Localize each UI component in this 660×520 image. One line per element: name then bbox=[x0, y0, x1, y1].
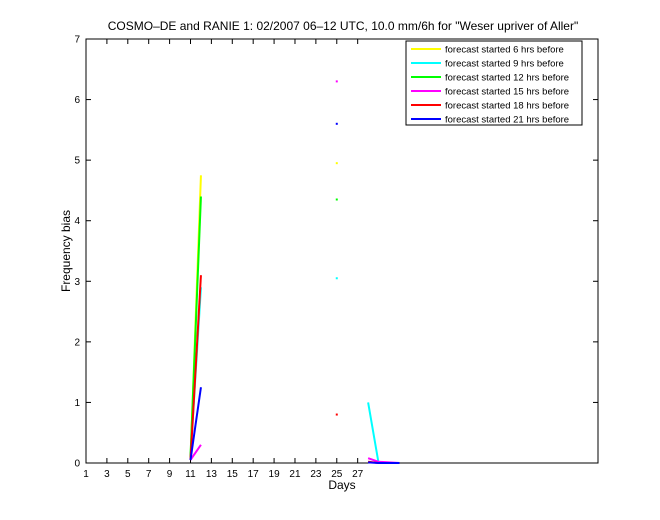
series-6 bbox=[189, 122, 400, 464]
y-axis-label: Frequency bias bbox=[59, 210, 73, 292]
y-tick-label: 2 bbox=[74, 337, 80, 348]
x-tick-label: 1 bbox=[83, 469, 89, 480]
x-tick-label: 11 bbox=[185, 469, 196, 480]
x-tick-label: 25 bbox=[331, 469, 343, 480]
legend-entry: forecast started 6 hrs before bbox=[445, 45, 564, 56]
legend-entry: forecast started 15 hrs before bbox=[445, 87, 569, 98]
y-tick-label: 6 bbox=[74, 95, 80, 106]
legend-box bbox=[405, 40, 583, 126]
x-axis: 1 3 5 7 9 11 13 15 17 19 21 23 25 27 bbox=[83, 39, 364, 480]
x-tick-label: 23 bbox=[310, 469, 322, 480]
y-tick-label: 0 bbox=[74, 459, 80, 470]
legend-entry: forecast started 21 hrs before bbox=[445, 115, 569, 126]
y-tick-label: 4 bbox=[74, 216, 80, 227]
x-tick-label: 9 bbox=[167, 469, 173, 480]
x-tick-label: 21 bbox=[289, 469, 301, 480]
x-tick-label: 7 bbox=[146, 469, 152, 480]
y-tick-label: 1 bbox=[74, 398, 80, 409]
x-tick-label: 15 bbox=[227, 469, 239, 480]
y-tick-label: 3 bbox=[74, 277, 80, 288]
x-tick-label: 17 bbox=[248, 469, 260, 480]
legend: forecast started 6 hrs before forecast st… bbox=[405, 40, 583, 126]
x-tick-label: 27 bbox=[352, 469, 364, 480]
x-tick-label: 19 bbox=[269, 469, 281, 480]
x-tick-label: 5 bbox=[125, 469, 131, 480]
x-tick-label: 13 bbox=[206, 469, 218, 480]
y-tick-label: 5 bbox=[74, 156, 80, 167]
y-axis: 0 1 2 3 4 5 6 7 bbox=[74, 35, 598, 470]
series-group bbox=[189, 80, 400, 464]
series-line bbox=[189, 275, 202, 461]
legend-entry: forecast started 18 hrs before bbox=[445, 101, 569, 112]
chart-title: COSMO–DE and RANIE 1: 02/2007 06–12 UTC,… bbox=[108, 19, 579, 33]
series-line bbox=[368, 461, 400, 464]
series-line bbox=[189, 444, 202, 461]
y-tick-label: 7 bbox=[74, 35, 80, 46]
legend-entry: forecast started 9 hrs before bbox=[445, 59, 564, 70]
legend-entry: forecast started 12 hrs before bbox=[445, 73, 569, 84]
x-axis-label: Days bbox=[328, 478, 355, 492]
series-line bbox=[189, 387, 202, 461]
x-tick-label: 3 bbox=[104, 469, 110, 480]
